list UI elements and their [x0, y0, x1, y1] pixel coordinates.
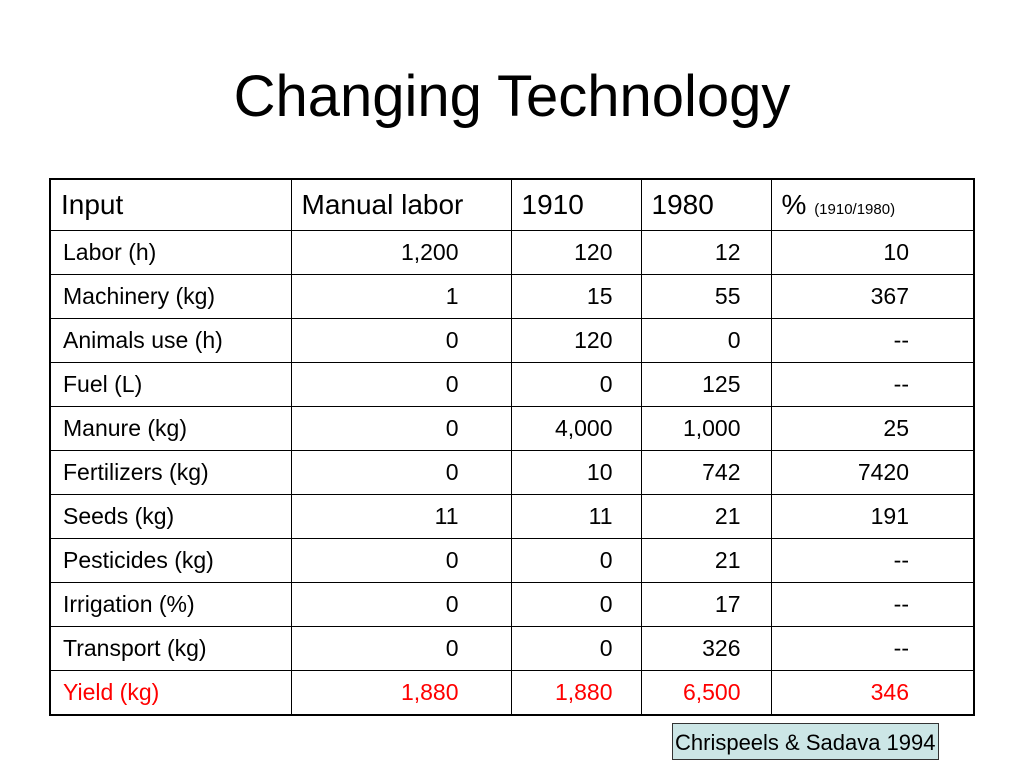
header-percent-note: (1910/1980)	[814, 201, 896, 218]
yield-row: Yield (kg) 1,880 1,880 6,500 346	[49, 670, 975, 716]
cell-manual-labor: 0	[290, 318, 512, 363]
cell-1980: 21	[640, 538, 772, 583]
slide-title: Changing Technology	[233, 64, 791, 129]
cell-1980: 125	[640, 362, 772, 407]
cell-percent: --	[770, 626, 975, 671]
cell-input: Machinery (kg)	[49, 274, 292, 319]
cell-1980: 0	[640, 318, 772, 363]
table-row: Irrigation (%) 0 0 17 --	[49, 582, 975, 627]
cell-1910: 120	[510, 318, 642, 363]
cell-manual-labor: 0	[290, 362, 512, 407]
cell-1980: 742	[640, 450, 772, 495]
yield-1910: 1,880	[510, 670, 642, 716]
cell-input: Irrigation (%)	[49, 582, 292, 627]
cell-1910: 0	[510, 582, 642, 627]
table-row: Pesticides (kg) 0 0 21 --	[49, 538, 975, 583]
cell-percent: 191	[770, 494, 975, 539]
cell-1910: 15	[510, 274, 642, 319]
table-row: Transport (kg) 0 0 326 --	[49, 626, 975, 671]
cell-percent: --	[770, 538, 975, 583]
cell-input: Transport (kg)	[49, 626, 292, 671]
table-row: Fuel (L) 0 0 125 --	[49, 362, 975, 407]
table-row: Animals use (h) 0 120 0 --	[49, 318, 975, 363]
table-header-row: Input Manual labor 1910 1980 % (1910/198…	[49, 178, 975, 231]
cell-manual-labor: 0	[290, 538, 512, 583]
cell-1980: 55	[640, 274, 772, 319]
cell-manual-labor: 11	[290, 494, 512, 539]
cell-1980: 1,000	[640, 406, 772, 451]
table-row: Manure (kg) 0 4,000 1,000 25	[49, 406, 975, 451]
cell-1910: 120	[510, 230, 642, 275]
cell-percent: 367	[770, 274, 975, 319]
cell-1910: 0	[510, 538, 642, 583]
cell-manual-labor: 1	[290, 274, 512, 319]
yield-input: Yield (kg)	[49, 670, 292, 716]
header-percent: % (1910/1980)	[770, 178, 975, 231]
cell-manual-labor: 0	[290, 582, 512, 627]
table-row: Seeds (kg) 11 11 21 191	[49, 494, 975, 539]
cell-input: Animals use (h)	[49, 318, 292, 363]
cell-1980: 17	[640, 582, 772, 627]
cell-1910: 4,000	[510, 406, 642, 451]
table-body: Labor (h) 1,200 120 12 10 Machinery (kg) 1 15 55…	[49, 230, 975, 671]
table-row: Machinery (kg) 1 15 55 367	[49, 274, 975, 319]
cell-manual-labor: 0	[290, 406, 512, 451]
cell-manual-labor: 0	[290, 450, 512, 495]
cell-input: Fuel (L)	[49, 362, 292, 407]
cell-percent: 25	[770, 406, 975, 451]
cell-input: Labor (h)	[49, 230, 292, 275]
technology-table: Input Manual labor 1910 1980 % (1910/198…	[49, 178, 975, 716]
cell-input: Pesticides (kg)	[49, 538, 292, 583]
cell-input: Fertilizers (kg)	[49, 450, 292, 495]
table-row: Labor (h) 1,200 120 12 10	[49, 230, 975, 275]
header-1980: 1980	[640, 178, 772, 231]
table-row: Fertilizers (kg) 0 10 742 7420	[49, 450, 975, 495]
cell-percent: --	[770, 362, 975, 407]
cell-input: Manure (kg)	[49, 406, 292, 451]
cell-1910: 10	[510, 450, 642, 495]
citation-box: Chrispeels & Sadava 1994	[672, 723, 939, 760]
cell-1980: 12	[640, 230, 772, 275]
header-1910: 1910	[510, 178, 642, 231]
cell-input: Seeds (kg)	[49, 494, 292, 539]
cell-1910: 11	[510, 494, 642, 539]
cell-1980: 326	[640, 626, 772, 671]
cell-manual-labor: 1,200	[290, 230, 512, 275]
cell-1910: 0	[510, 626, 642, 671]
cell-manual-labor: 0	[290, 626, 512, 671]
cell-1910: 0	[510, 362, 642, 407]
cell-percent: 7420	[770, 450, 975, 495]
header-input: Input	[49, 178, 292, 231]
yield-manual-labor: 1,880	[290, 670, 512, 716]
yield-percent: 346	[770, 670, 975, 716]
header-percent-symbol: %	[781, 189, 807, 220]
cell-1980: 21	[640, 494, 772, 539]
cell-percent: 10	[770, 230, 975, 275]
cell-percent: --	[770, 582, 975, 627]
cell-percent: --	[770, 318, 975, 363]
header-manual-labor: Manual labor	[290, 178, 512, 231]
yield-1980: 6,500	[640, 670, 772, 716]
